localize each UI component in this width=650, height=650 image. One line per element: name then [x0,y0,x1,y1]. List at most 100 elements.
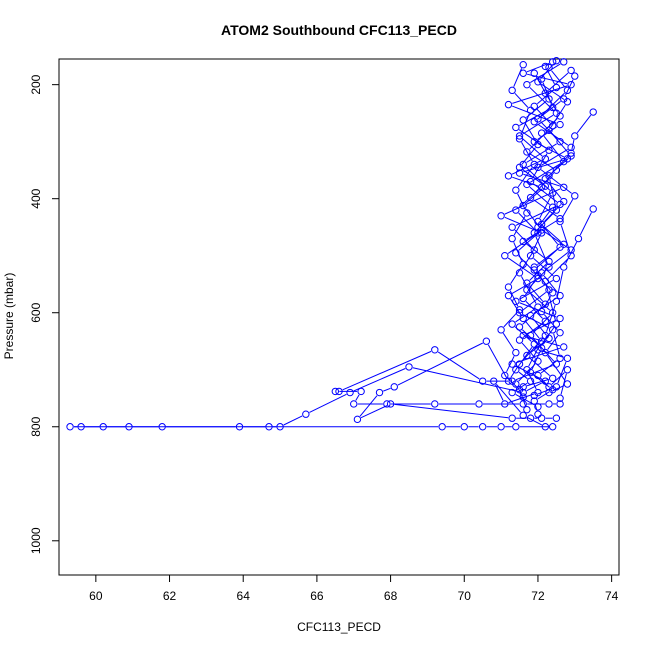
data-point [545,257,553,266]
profile-segment [511,280,535,295]
y-axis: 200 400 600 800 1000 [29,74,60,554]
data-point [508,388,516,397]
data-point [519,400,527,408]
profile-segment [543,227,558,245]
data-point [560,263,568,271]
data-point [541,423,550,431]
data-point [567,66,575,75]
data-point [526,311,535,320]
profile-segment [383,387,391,392]
profile-segment [525,101,547,118]
profile-segment [360,405,388,419]
data-point [501,371,509,380]
profile-segment [506,356,515,373]
data-point [523,279,531,287]
profile-segment [552,385,565,392]
y-tick-label: 1000 [29,527,43,554]
profile-segment [526,378,549,387]
data-point [563,354,572,363]
data-point [548,203,557,211]
x-tick-label: 74 [605,589,619,603]
data-point [431,400,439,408]
data-point [405,363,413,371]
profile-segment [545,285,556,321]
profile-segment [512,105,557,124]
data-point [530,246,538,254]
y-tick-label: 600 [29,302,43,322]
profile-segment [553,333,560,355]
data-point [501,400,509,408]
data-point [530,102,538,111]
data-point [589,108,597,116]
profile-segment [355,394,360,401]
data-point [512,206,520,214]
profile-segment [540,83,565,100]
profile-segment [540,169,572,194]
profile-segment [521,147,536,165]
profile-segment [521,142,533,162]
profile-segment [539,210,551,225]
data-point [66,423,74,431]
data-point [545,126,553,134]
data-point [589,205,597,213]
data-point [478,423,487,431]
data-point [530,69,538,77]
data-point [548,326,557,334]
profile-segment [543,314,558,330]
profile-segment [495,383,521,413]
data-point [346,388,354,397]
profile-segment [517,387,522,394]
data-point [530,397,538,405]
profile-segment [539,196,552,219]
data-point [560,197,568,206]
data-point [541,62,550,71]
x-axis: 60 62 64 66 68 70 72 74 [89,574,619,603]
data-point [508,414,516,422]
profile-segment [546,69,555,85]
profile-segment [522,329,540,346]
data-point [515,336,524,344]
profile-segment [513,68,523,87]
profile-segment [533,199,558,217]
data-point [497,423,505,431]
profile-segment [529,285,544,302]
data-point [497,326,505,334]
data-point [530,340,538,348]
data-point [534,357,542,365]
data-point [504,100,513,109]
data-point [504,291,513,300]
data-point [515,163,524,172]
profile-segment [541,149,568,166]
data-point [537,414,546,422]
profile-segment [529,357,551,377]
data-point [504,377,513,385]
profile-segment [540,63,555,80]
data-point [490,377,498,385]
profile-segment [525,188,543,204]
profile-segment [565,79,574,96]
profile-segment [394,403,509,419]
data-point [534,140,542,149]
profile-segment [529,186,551,205]
data-point [515,360,524,368]
profile-segment [547,72,569,91]
data-point [515,385,524,394]
profile-segment [507,377,517,388]
profile-segment [521,342,536,359]
data-point [556,328,564,337]
y-axis-label: Pressure (mbar) [2,273,16,360]
data-point [552,57,561,65]
profile-segment [521,338,544,362]
profile-segment [524,278,537,296]
profile-segment [509,290,519,307]
data-point [548,374,557,382]
profile-segment [510,298,522,316]
data-point [504,172,513,180]
profile-segment [547,258,569,279]
y-tick-label: 800 [29,416,43,436]
data-point [523,148,531,156]
data-point [512,423,520,431]
profile-segment [518,255,536,274]
data-point [519,411,527,420]
data-point [541,348,550,357]
